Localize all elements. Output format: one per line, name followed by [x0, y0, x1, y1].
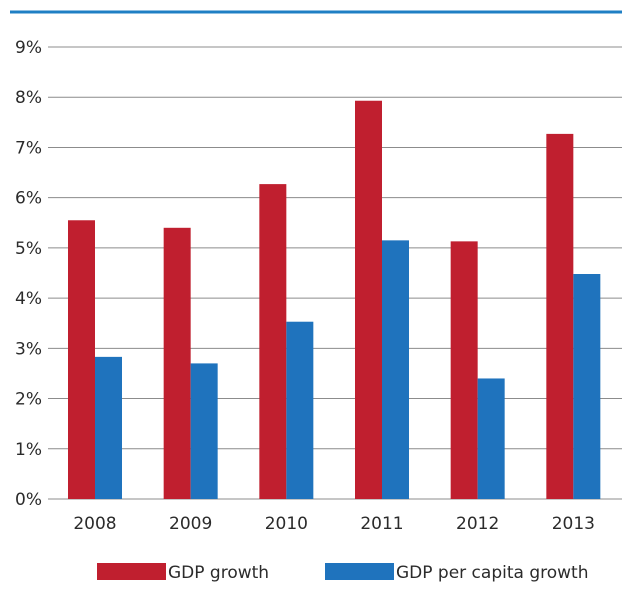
gridlines	[48, 46, 622, 500]
legend: GDP growth GDP per capita growth	[97, 563, 588, 583]
bar-gdp-growth-2012	[450, 241, 478, 500]
y-tick-label: 3%	[15, 339, 42, 359]
y-tick-label: 7%	[15, 138, 42, 158]
bar-gdp-growth-2013	[546, 133, 574, 499]
bar-gdp-growth-2010	[259, 184, 287, 499]
bar-gdp-per-capita-growth-2011	[382, 240, 409, 499]
y-tick-label: 6%	[15, 189, 42, 209]
bar-gdp-per-capita-growth-2010	[286, 321, 314, 499]
bar-gdp-growth-2011	[355, 100, 382, 499]
bars	[68, 100, 601, 500]
x-tick-label: 2008	[73, 514, 116, 534]
y-tick-label: 9%	[15, 38, 42, 58]
bar-gdp-per-capita-growth-2009	[190, 363, 218, 499]
x-tick-label: 2012	[456, 514, 499, 534]
y-tick-label: 5%	[15, 239, 42, 259]
y-tick-label: 0%	[15, 490, 42, 510]
x-tick-label: 2011	[360, 514, 403, 534]
bar-gdp-per-capita-growth-2012	[477, 378, 505, 499]
y-tick-label: 2%	[15, 390, 42, 410]
bar-gdp-per-capita-growth-2008	[95, 356, 122, 499]
x-tick-label: 2010	[265, 514, 308, 534]
y-tick-label: 1%	[15, 440, 42, 460]
y-tick-label: 8%	[15, 88, 42, 108]
x-tick-label: 2013	[552, 514, 595, 534]
y-tick-label: 4%	[15, 289, 42, 309]
legend-label-gdp-growth: GDP growth	[168, 563, 269, 583]
x-axis-tick-labels: 2008 2009 2010 2011 2012 2013	[73, 514, 595, 534]
legend-swatch-gdp-per-capita-growth	[325, 563, 394, 580]
y-axis-tick-labels: 0% 1% 2% 3% 4% 5% 6% 7% 8% 9%	[15, 38, 42, 510]
legend-swatch-gdp-growth	[97, 563, 166, 580]
bar-gdp-per-capita-growth-2013	[573, 274, 601, 499]
legend-label-gdp-per-capita-growth: GDP per capita growth	[396, 563, 588, 583]
x-tick-label: 2009	[169, 514, 212, 534]
bar-gdp-growth-2009	[163, 227, 191, 500]
bar-gdp-growth-2008	[68, 220, 95, 499]
